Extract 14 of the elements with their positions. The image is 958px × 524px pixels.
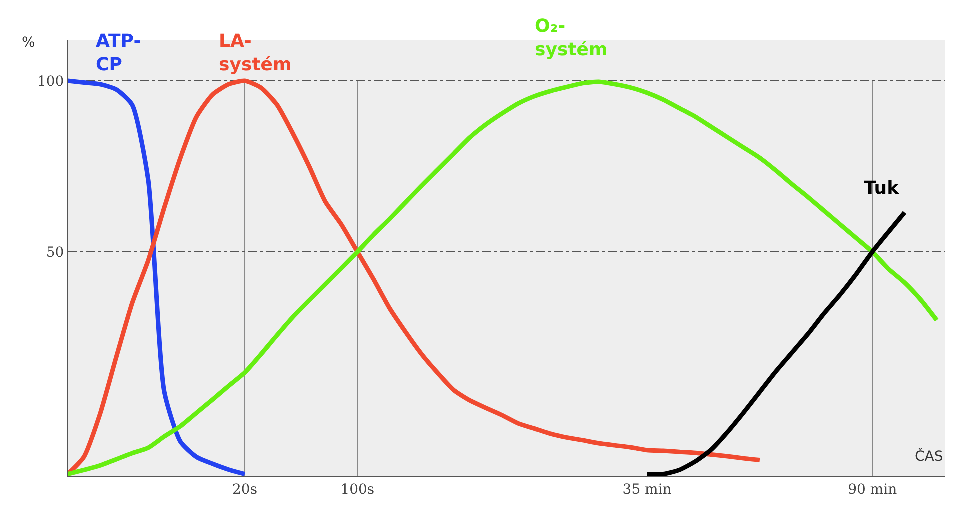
series-label: Tuk: [864, 178, 900, 199]
x-tick-label: 20s: [232, 482, 258, 498]
series-label: ATP-CP: [96, 31, 142, 76]
line-series: [645, 210, 908, 476]
y-tick-label: 100: [37, 74, 64, 90]
line-series: [68, 78, 248, 476]
x-tick-label: 90 min: [848, 482, 898, 498]
x-tick-label: 35 min: [622, 482, 672, 498]
y-axis-title: %: [22, 35, 36, 51]
series-label: LA-systém: [219, 31, 292, 76]
x-axis-title: ČAS: [915, 448, 944, 465]
y-tick-label: 50: [46, 244, 64, 261]
x-tick-label: 100s: [340, 482, 375, 498]
series-label: O₂-systém: [535, 16, 608, 60]
